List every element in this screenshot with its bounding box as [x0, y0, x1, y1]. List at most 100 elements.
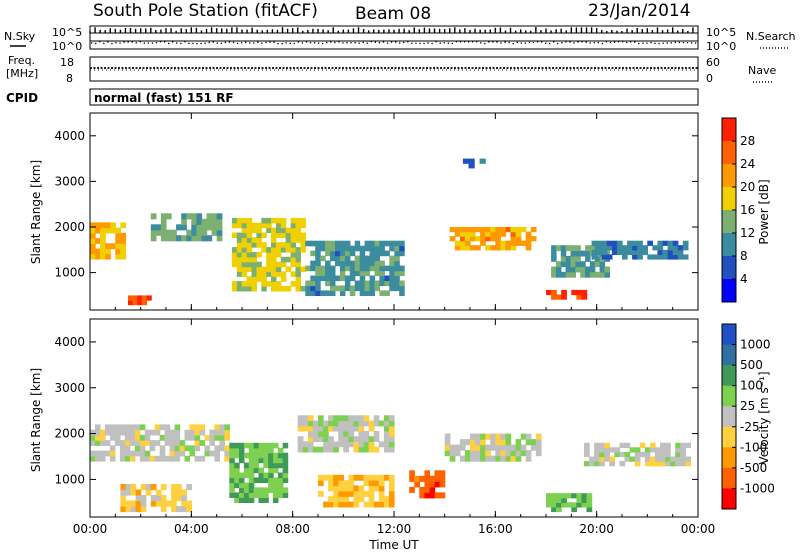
- noise-sky-series: [89, 27, 694, 33]
- heatmap-cell: [268, 477, 274, 484]
- heatmap-cell: [394, 265, 400, 272]
- heatmap-cell: [434, 481, 441, 488]
- heatmap-cell: [271, 242, 277, 248]
- heatmap-cell: [505, 245, 512, 251]
- heatmap-cell: [236, 256, 243, 263]
- heatmap-cell: [90, 429, 96, 436]
- heatmap-cell: [105, 243, 111, 250]
- heatmap-cell: [330, 265, 336, 272]
- heatmap-cell: [634, 461, 641, 467]
- heatmap-cell: [219, 424, 225, 431]
- heatmap-cell: [95, 222, 101, 229]
- heatmap-cell: [560, 271, 567, 278]
- heatmap-cell: [627, 245, 633, 251]
- heatmap-cell: [307, 420, 314, 427]
- noise-search-point: [354, 42, 356, 44]
- heatmap-cell: [464, 245, 471, 251]
- heatmap-cell: [120, 253, 127, 260]
- heatmap-cell: [282, 457, 289, 464]
- heatmap-cell: [282, 472, 289, 479]
- noise-search-point: [192, 42, 194, 45]
- heatmap-cell: [335, 275, 341, 282]
- heatmap-cell: [261, 276, 267, 282]
- heatmap-cell: [307, 441, 314, 448]
- heatmap-cell: [388, 474, 395, 481]
- heatmap-cell: [184, 445, 191, 452]
- noise-search-point: [273, 41, 275, 43]
- heatmap-cell: [662, 249, 669, 255]
- heatmap-cell: [434, 470, 441, 477]
- heatmap-cell: [667, 240, 674, 246]
- heatmap-cell: [599, 447, 605, 453]
- heatmap-cell: [181, 218, 187, 225]
- heatmap-cell: [510, 245, 517, 251]
- heatmap-cell: [229, 462, 235, 469]
- heatmap-cell: [505, 439, 512, 446]
- noise-search-point: [342, 42, 344, 44]
- heatmap-cell: [229, 472, 235, 479]
- heatmap-cell: [201, 218, 208, 225]
- heatmap-cell: [174, 455, 181, 462]
- heatmap-cell: [632, 254, 638, 260]
- heatmap-cell: [285, 242, 292, 248]
- heatmap-cell: [109, 455, 116, 462]
- heatmap-cell: [642, 245, 648, 251]
- heatmap-cell: [149, 455, 156, 462]
- beam-label: Beam 08: [355, 4, 431, 24]
- heatmap-cell: [184, 429, 191, 436]
- heatmap-cell: [320, 265, 326, 272]
- heatmap-cell: [144, 434, 151, 441]
- heatmap-cell: [95, 253, 101, 260]
- heatmap-cell: [369, 250, 376, 257]
- heatmap-cell: [444, 433, 451, 440]
- colorbar-tick-label: 20: [740, 180, 755, 194]
- nave-label: Nave: [748, 64, 776, 77]
- heatmap-cell: [159, 424, 166, 431]
- heatmap-cell: [561, 497, 567, 503]
- heatmap-cell: [302, 425, 309, 432]
- heatmap-cell: [186, 235, 192, 242]
- heatmap-cell: [318, 490, 324, 497]
- heatmap-cell: [575, 261, 581, 268]
- heatmap-cell: [120, 489, 127, 496]
- heatmap-cell: [234, 452, 240, 459]
- noise-search-point: [443, 42, 445, 44]
- noise-search-point: [107, 41, 109, 43]
- heatmap-cell: [348, 490, 355, 497]
- heatmap-cell: [320, 240, 326, 247]
- noise-search-label: N.Search: [746, 30, 796, 43]
- heatmap-cell: [261, 222, 267, 229]
- heatmap-cell: [246, 266, 253, 272]
- heatmap-cell: [273, 467, 279, 474]
- heatmap-cell: [565, 271, 572, 278]
- heatmap-cell: [145, 484, 152, 491]
- heatmap-cell: [302, 446, 309, 453]
- heatmap-cell: [105, 227, 111, 234]
- heatmap-cell: [335, 285, 341, 292]
- heatmap-cell: [268, 442, 274, 449]
- heatmap-cell: [231, 217, 238, 224]
- heatmap-cell: [160, 213, 167, 220]
- freq-tick-18: 18: [60, 56, 74, 69]
- heatmap-cell: [468, 158, 475, 164]
- heatmap-cell: [258, 452, 264, 459]
- heatmap-cell: [373, 474, 380, 481]
- heatmap-cell: [171, 495, 177, 502]
- heatmap-cell: [349, 275, 356, 282]
- heatmap-cell: [271, 227, 277, 234]
- heatmap-cell: [353, 425, 360, 432]
- heatmap-cell: [297, 446, 304, 453]
- heatmap-cell: [318, 425, 324, 432]
- heatmap-cell: [128, 300, 134, 306]
- heatmap-cell: [120, 238, 127, 244]
- heatmap-cell: [271, 266, 277, 272]
- heatmap-cell: [263, 442, 269, 449]
- heatmap-cell: [246, 256, 253, 263]
- heatmap-cell: [675, 451, 681, 458]
- heatmap-cell: [234, 482, 240, 489]
- heatmap-cell: [374, 250, 380, 257]
- noise-search-point: [346, 42, 348, 44]
- heatmap-cell: [214, 455, 220, 462]
- heatmap-cell: [500, 455, 507, 462]
- heatmap-cell: [134, 429, 141, 436]
